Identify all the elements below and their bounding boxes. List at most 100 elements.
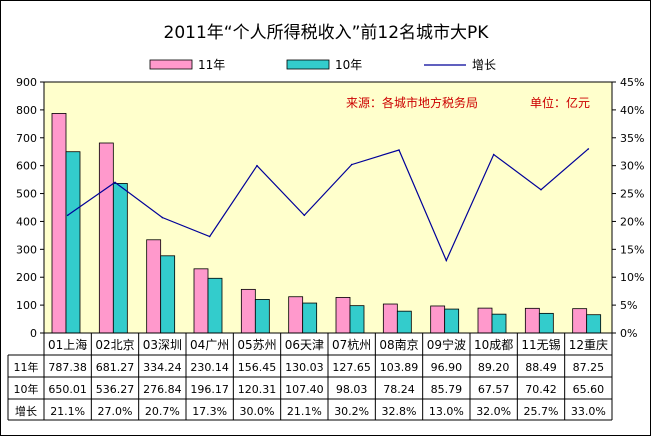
table-row-label: 10年	[14, 382, 39, 396]
growth-point	[303, 214, 306, 217]
growth-point	[350, 163, 353, 166]
table-cell: 20.7%	[145, 405, 180, 418]
table-cell: 67.57	[478, 383, 510, 396]
y-left-tick-label: 500	[16, 188, 37, 201]
table-cell: 32.8%	[382, 405, 417, 418]
growth-point	[161, 216, 164, 219]
growth-line-group	[66, 148, 590, 262]
bar-11-07杭州	[335, 296, 351, 334]
bar-10-04广州	[207, 277, 223, 334]
table-cell: 196.17	[190, 383, 229, 396]
growth-point	[256, 164, 258, 167]
bar-11-02北京	[98, 142, 114, 334]
table-cell: 89.20	[478, 361, 510, 374]
table-cell: 65.60	[573, 383, 605, 396]
bar-11-12重庆	[572, 308, 588, 334]
bar-11-11无锡	[524, 307, 540, 334]
growth-point	[445, 259, 448, 262]
y-left-tick-label: 900	[16, 76, 37, 89]
legend-swatch-11	[149, 59, 193, 70]
bar-11-04广州	[193, 268, 209, 334]
table-cell: 230.14	[190, 361, 229, 374]
bar-10-05苏州	[254, 299, 270, 334]
y-left-tick-label: 400	[16, 215, 37, 228]
legend: 11年 10年 增长	[149, 58, 496, 72]
bar-10-10成都	[491, 313, 507, 334]
table-cell: 21.1%	[50, 405, 85, 418]
table-cell: 78.24	[383, 383, 415, 396]
bar-10-08南京	[396, 310, 412, 334]
table-cell: 120.31	[238, 383, 277, 396]
table-cell: 13.0%	[429, 405, 464, 418]
chart-title: 2011年“个人所得税收入”前12名城市大PK	[164, 23, 490, 43]
bar-10-09宁波	[444, 308, 460, 334]
y-right-tick-label: 10%	[620, 271, 644, 284]
category-label: 11无锡	[521, 337, 560, 352]
bar-11-05苏州	[240, 288, 256, 334]
category-label: 10成都	[474, 338, 513, 352]
table-cell: 27.0%	[98, 405, 133, 418]
category-label: 05苏州	[237, 338, 276, 352]
table-row-label: 增长	[15, 404, 37, 418]
legend-label-10: 10年	[335, 58, 362, 72]
growth-point	[114, 181, 116, 184]
table-cell: 536.27	[96, 383, 135, 396]
table-cell: 21.1%	[287, 405, 322, 418]
y-right-tick-label: 40%	[620, 104, 644, 117]
y-left-tick-label: 100	[16, 299, 37, 312]
bar-11-01上海	[51, 113, 67, 334]
table-row-label: 11年	[14, 360, 39, 374]
growth-point	[208, 235, 211, 238]
category-label: 12重庆	[569, 338, 608, 352]
table-cell: 98.03	[336, 383, 368, 396]
growth-point	[492, 153, 495, 156]
table-cell: 85.79	[431, 383, 463, 396]
growth-point	[587, 148, 590, 150]
y-right-tick-label: 5%	[620, 299, 637, 312]
bar-10-07杭州	[349, 305, 365, 334]
legend-label-11: 11年	[198, 58, 225, 72]
bar-11-10成都	[477, 307, 493, 334]
table-cell: 650.01	[48, 383, 87, 396]
legend-label-growth: 增长	[472, 58, 496, 72]
y-left-tick-label: 800	[16, 104, 37, 117]
bar-11-09宁波	[430, 305, 446, 334]
y-left-tick-label: 700	[16, 132, 37, 145]
table-cell: 32.0%	[476, 405, 511, 418]
bar-11-03深圳	[146, 239, 162, 334]
category-label: 01上海	[48, 337, 87, 352]
y-right-tick-label: 30%	[620, 160, 644, 173]
y-left-tick-label: 300	[16, 243, 37, 256]
bar-10-06天津	[302, 302, 318, 334]
bar-11-08南京	[382, 303, 398, 334]
bar-11-06天津	[288, 296, 304, 334]
table-cell: 130.03	[285, 361, 324, 374]
category-label: 04广州	[190, 338, 229, 352]
category-label: 06天津	[285, 338, 324, 352]
y-axis-right: 0% 5% 10% 15% 20% 25% 30% 35% 40% 45%	[611, 76, 644, 340]
y-axis-left: 0 100 200 300 400 500 600 700 800 900	[16, 76, 44, 340]
bar-10-12重庆	[586, 314, 602, 334]
table-cell: 156.45	[238, 361, 277, 374]
table-cell: 30.0%	[240, 405, 275, 418]
y-left-tick-label: 600	[16, 160, 37, 173]
table-cell: 787.38	[48, 361, 87, 374]
y-right-tick-label: 25%	[620, 188, 644, 201]
unit-note: 单位：亿元	[530, 95, 590, 110]
table-cell: 70.42	[525, 383, 557, 396]
y-right-tick-label: 0%	[620, 327, 637, 340]
bars	[51, 113, 602, 334]
table-cell: 96.90	[431, 361, 463, 374]
table-cell: 334.24	[143, 361, 182, 374]
table-cell: 87.25	[573, 361, 605, 374]
category-label: 03深圳	[143, 338, 182, 352]
table-cell: 103.89	[380, 361, 419, 374]
growth-line	[67, 148, 589, 262]
table-cell: 276.84	[143, 383, 182, 396]
data-table: 01上海 02北京 03深圳 04广州 05苏州 06天津 07杭州 08南京 09宁波 10成都…	[7, 332, 613, 421]
category-label: 09宁波	[427, 337, 466, 352]
table-cell: 25.7%	[524, 405, 559, 418]
category-label: 02北京	[95, 338, 134, 352]
y-right-tick-label: 15%	[620, 243, 644, 256]
